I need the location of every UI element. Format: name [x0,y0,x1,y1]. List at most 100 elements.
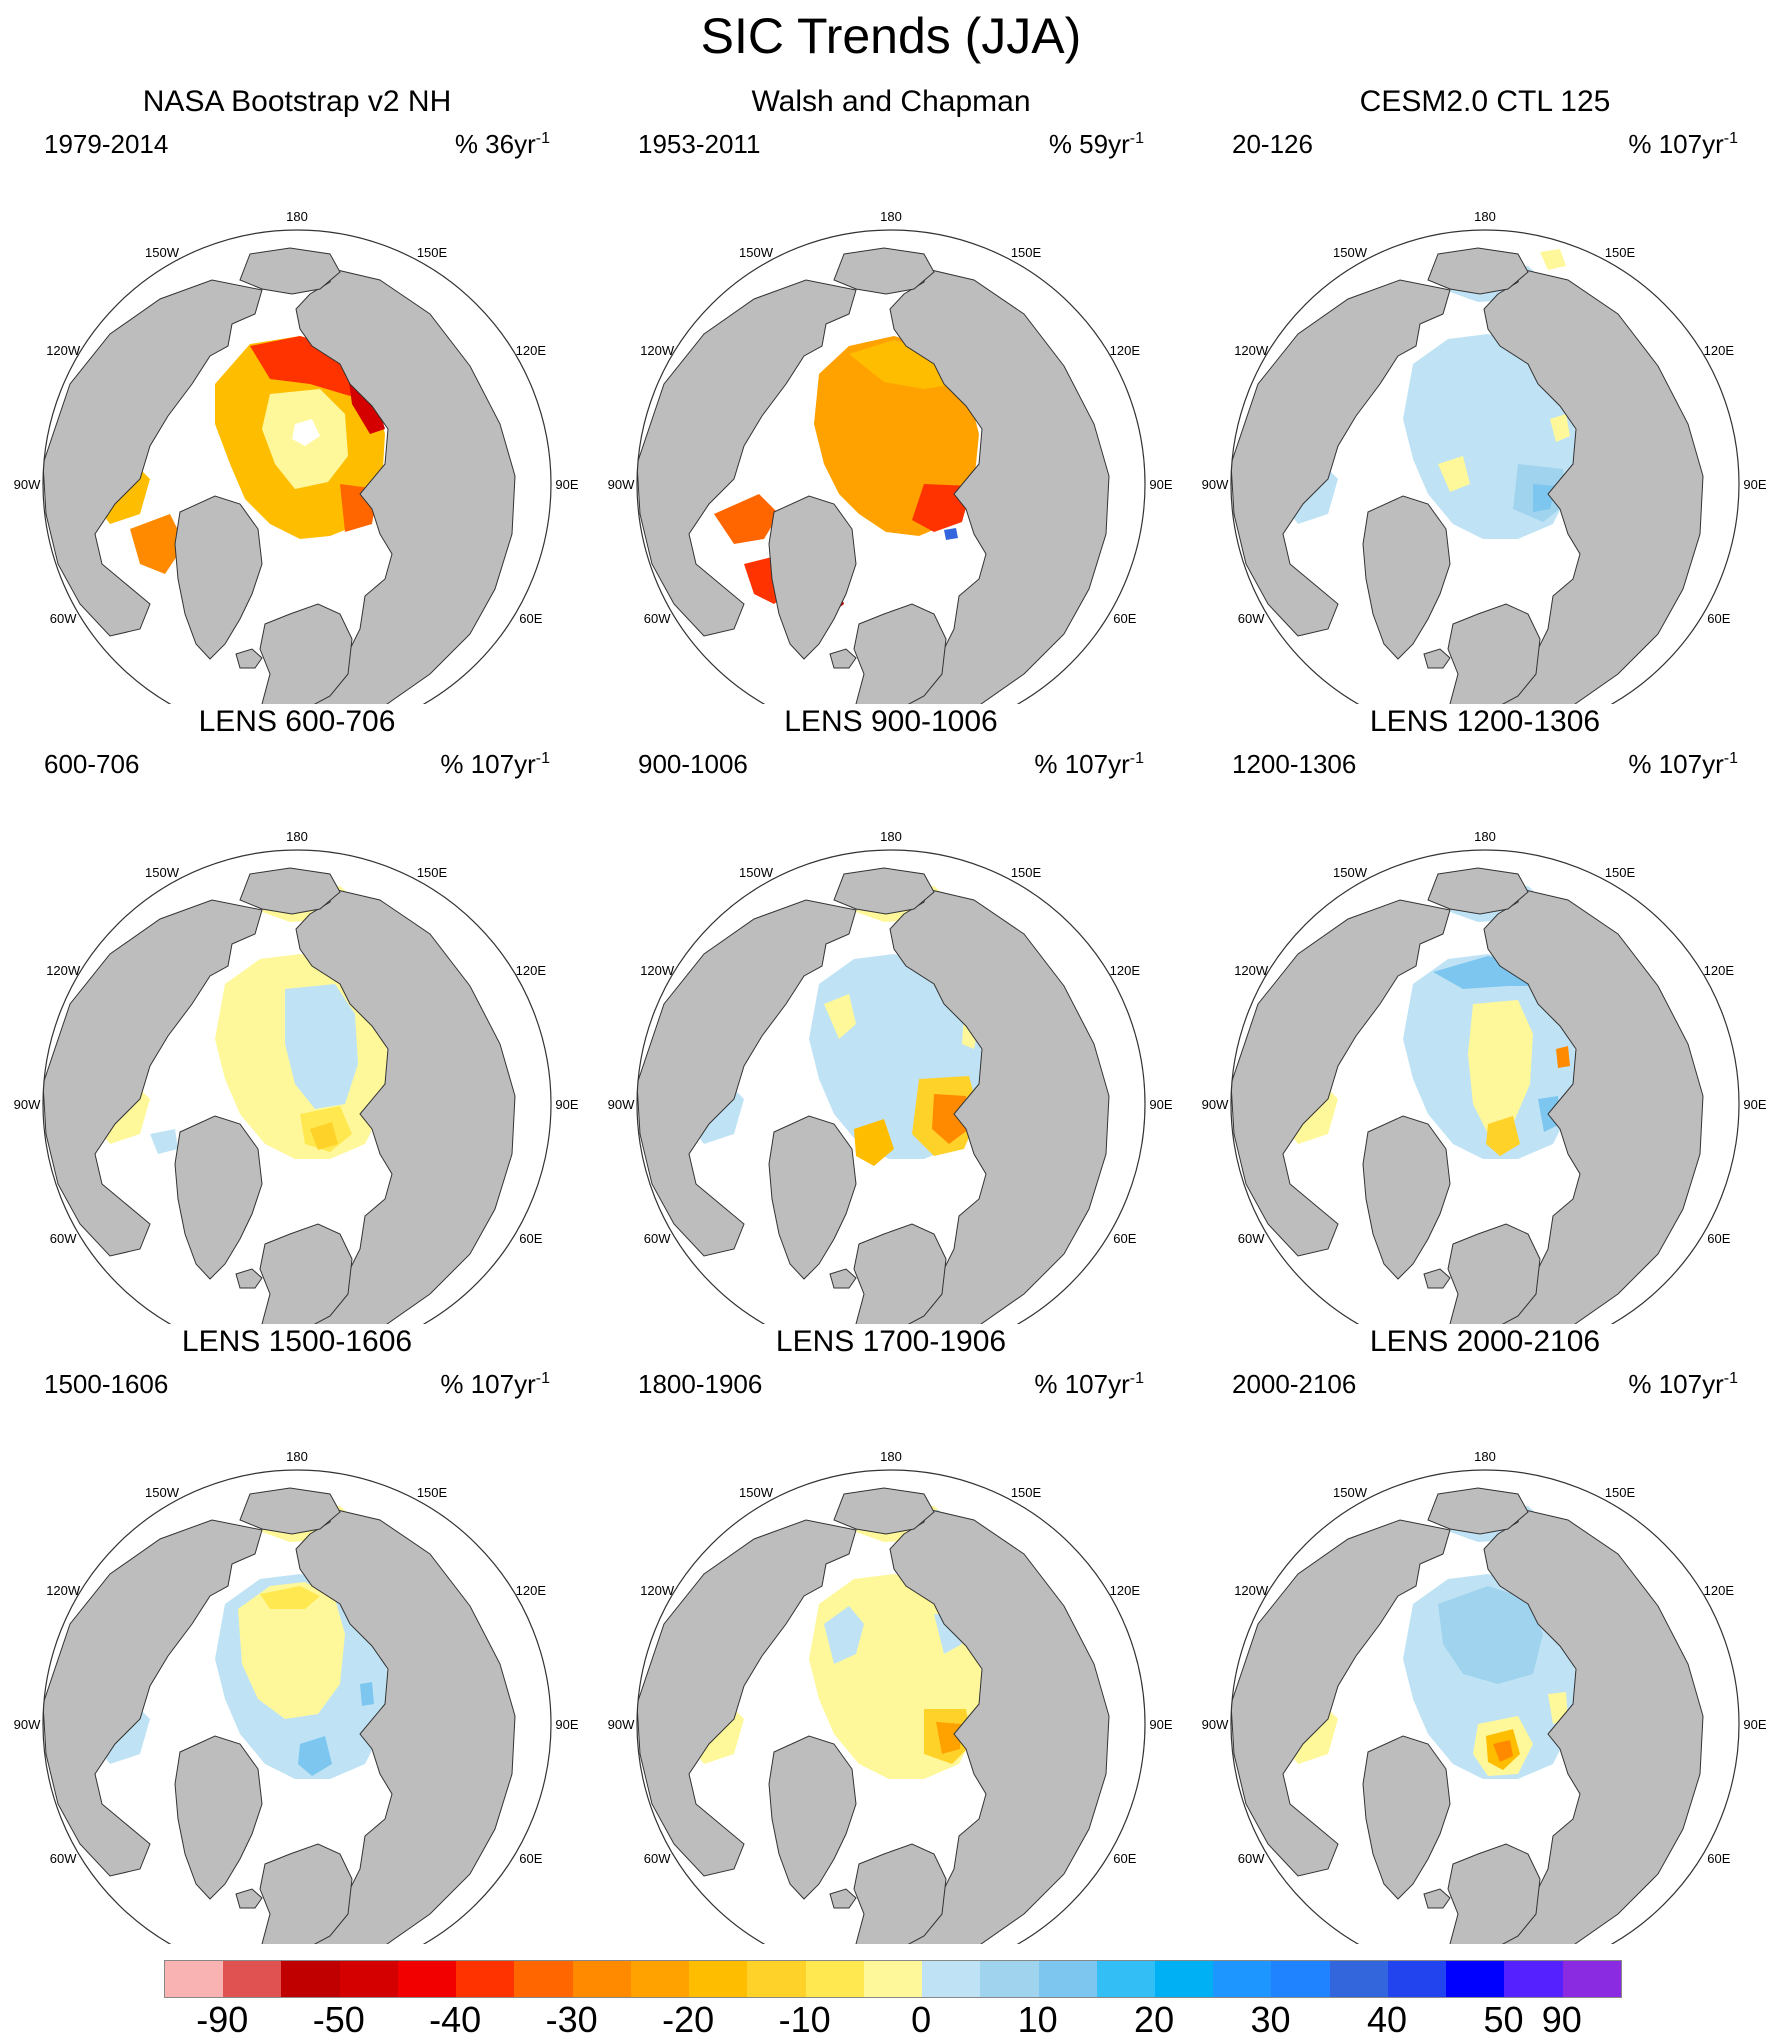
longitude-label: 150E [1011,245,1042,260]
map-panel: 180150E120E90E60E30E030W60W90W120W150WLE… [594,704,1188,1324]
longitude-label: 180 [286,1449,308,1464]
longitude-label: 150E [417,865,448,880]
map-panel: 180150E120E90E60E30E030W60W90W120W150WLE… [0,704,594,1324]
panel-title: LENS 1700-1906 [775,1325,1007,1358]
colorbar-cell [1329,1961,1388,1997]
land-mass [1447,1223,1541,1324]
polar-map: 180150E120E90E60E30E030W60W90W120W150W [14,209,579,704]
map-border [42,849,552,1324]
land-mass [235,1888,263,1909]
land-mass [1231,279,1451,637]
polar-map: 180150E120E90E60E30E030W60W90W120W150W [1202,1449,1767,1944]
colorbar-cell [863,1961,923,1997]
land-mass [295,1508,516,1944]
land-mass [768,1115,857,1280]
longitude-label: 60W [644,1851,671,1866]
land-mass [43,899,263,1257]
unit-text: % 107yr [1034,749,1130,779]
colorbar-cell [1562,1961,1621,1997]
trend-field [1550,414,1570,442]
land-mass [1447,1843,1541,1944]
longitude-label: 180 [880,1449,902,1464]
panel-unit: % 107yr-1 [440,744,550,779]
colorbar [164,1960,1622,1998]
trend-field [298,1736,332,1776]
land-mass [1231,899,1451,1257]
land-mass [853,1843,947,1944]
longitude-label: 60E [1113,1851,1136,1866]
unit-exponent: -1 [1129,750,1144,767]
longitude-label: 150W [145,245,180,260]
land-mass [1423,648,1451,669]
longitude-label: 90E [1743,1097,1766,1112]
land-mass [1483,268,1704,704]
unit-exponent: -1 [535,130,550,147]
longitude-label: 120W [640,343,675,358]
longitude-label: 150E [1605,1485,1636,1500]
longitude-label: 150W [145,865,180,880]
unit-text: % 107yr [1628,749,1724,779]
unit-text: % 107yr [1628,129,1724,159]
colorbar-label: 10 [1017,1999,1058,2040]
land-mass [889,888,1110,1324]
longitude-label: 90W [1202,1097,1229,1112]
panel-title: LENS 1500-1606 [181,1325,413,1358]
longitude-label: 150W [739,1485,774,1500]
trend-field [310,1122,338,1150]
land-mass [637,279,857,637]
land-mass [833,1487,935,1535]
polar-map: 180150E120E90E60E30E030W60W90W120W150W [608,1449,1173,1944]
trend-field [714,494,779,544]
longitude-label: 150E [1011,865,1042,880]
land-mass [43,279,263,637]
longitude-label: 90E [1743,477,1766,492]
panel-unit: % 107yr-1 [1628,744,1738,779]
panel-title: NASA Bootstrap v2 NH [142,85,452,118]
map-border [636,849,1146,1324]
map-border [636,1469,1146,1944]
longitude-label: 60E [1707,1851,1730,1866]
land-mass [43,1519,263,1877]
polar-map: 180150E120E90E60E30E030W60W90W120W150W [608,209,1173,704]
longitude-label: 60W [50,1231,77,1246]
panel-period: 2000-2106 [1232,1369,1357,1399]
land-mass [829,648,857,669]
colorbar-cell [1387,1961,1447,1997]
colorbar-cell [223,1961,282,1997]
map-border [1230,229,1740,704]
longitude-label: 180 [286,829,308,844]
unit-text: % 107yr [440,749,536,779]
longitude-label: 90E [1149,1097,1172,1112]
unit-exponent: -1 [535,1370,550,1387]
map-border [42,229,552,704]
land-mass [1447,603,1541,704]
trend-field [936,1722,962,1754]
longitude-label: 90W [608,1717,635,1732]
longitude-label: 150W [1333,1485,1368,1500]
longitude-label: 60W [1238,1231,1265,1246]
land-mass [829,1888,857,1909]
figure-title: SIC Trends (JJA) [700,8,1082,64]
land-mass [1362,1735,1451,1900]
land-mass [833,247,935,295]
longitude-label: 120W [1234,963,1269,978]
trend-field [1486,1116,1520,1156]
land-mass [833,867,935,915]
map-panel: 180150E120E90E60E30E030W60W90W120W150WLE… [1188,1324,1782,1944]
longitude-label: 120W [640,1583,675,1598]
longitude-label: 150W [1333,865,1368,880]
longitude-label: 180 [1474,1449,1496,1464]
colorbar-cell [630,1961,690,1997]
trend-field [824,1606,864,1664]
land-mass [235,1268,263,1289]
panel-period: 1800-1906 [638,1369,763,1399]
colorbar-cell [456,1961,515,1997]
longitude-label: 90W [1202,477,1229,492]
colorbar-label: -50 [312,1999,365,2040]
trend-field [130,514,185,574]
unit-exponent: -1 [1129,130,1144,147]
longitude-label: 90E [555,1097,578,1112]
land-mass [174,1735,263,1900]
land-mass [853,1223,947,1324]
land-mass [1483,1508,1704,1944]
